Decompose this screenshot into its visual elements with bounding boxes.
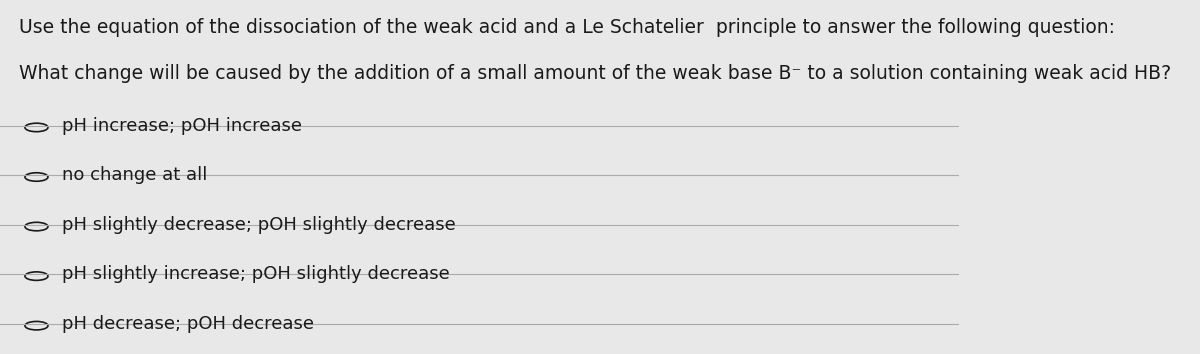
Text: Use the equation of the dissociation of the weak acid and a Le Schatelier  princ: Use the equation of the dissociation of … (19, 18, 1115, 37)
Text: pH decrease; pOH decrease: pH decrease; pOH decrease (62, 315, 314, 333)
Text: pH slightly decrease; pOH slightly decrease: pH slightly decrease; pOH slightly decre… (62, 216, 456, 234)
Text: no change at all: no change at all (62, 166, 208, 184)
Text: pH increase; pOH increase: pH increase; pOH increase (62, 117, 302, 135)
Text: What change will be caused by the addition of a small amount of the weak base B⁻: What change will be caused by the additi… (19, 64, 1171, 83)
Text: pH slightly increase; pOH slightly decrease: pH slightly increase; pOH slightly decre… (62, 266, 450, 283)
